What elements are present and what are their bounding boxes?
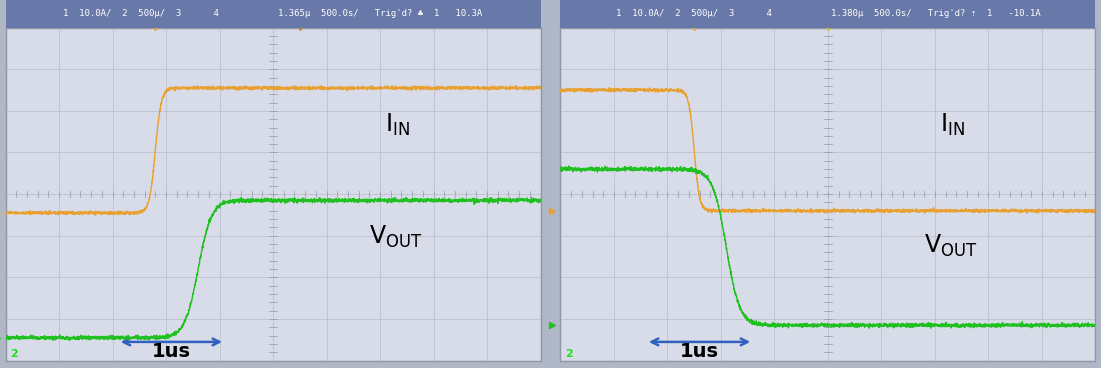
Text: 2: 2 — [10, 348, 18, 358]
Text: 1us: 1us — [152, 342, 190, 361]
Text: $\mathregular{V_{OUT}}$: $\mathregular{V_{OUT}}$ — [369, 224, 423, 250]
Text: 1  10.0A/  2  500μ/  3      4           1.365μ  500.0s/   Trig'd? ♣  1   10.3A: 1 10.0A/ 2 500μ/ 3 4 1.365μ 500.0s/ Trig… — [64, 9, 482, 18]
Text: 1  10.0A/  2  500μ/  3      4           1.380μ  500.0s/   Trig'd? ⇡  1   -10.1A: 1 10.0A/ 2 500μ/ 3 4 1.380μ 500.0s/ Trig… — [615, 9, 1040, 18]
Text: $\mathregular{I_{IN}}$: $\mathregular{I_{IN}}$ — [385, 112, 411, 138]
Text: 1us: 1us — [680, 342, 719, 361]
Text: 2: 2 — [565, 348, 573, 358]
Text: $\mathregular{V_{OUT}}$: $\mathregular{V_{OUT}}$ — [924, 233, 978, 259]
Text: $\mathregular{I_{IN}}$: $\mathregular{I_{IN}}$ — [940, 112, 966, 138]
